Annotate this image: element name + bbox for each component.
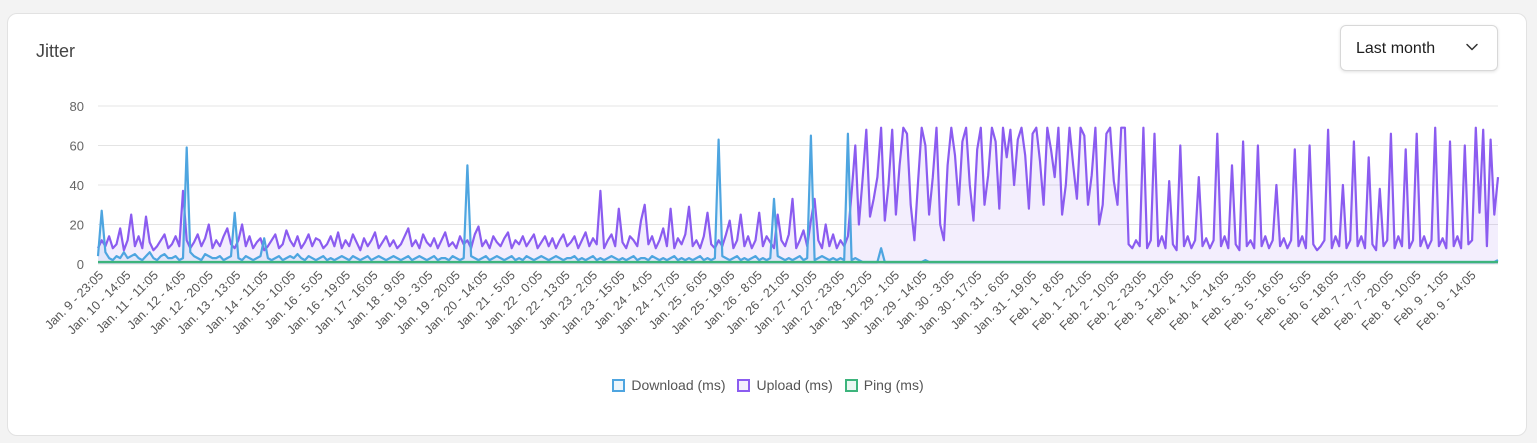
chevron-down-icon [1466, 43, 1478, 51]
y-tick-label: 80 [70, 99, 84, 114]
jitter-card: Jitter Last month 0 20 40 60 80 Jan. 9 - 23:0… [7, 13, 1527, 436]
legend-label: Upload (ms) [756, 377, 833, 393]
y-tick-label: 40 [70, 178, 84, 193]
y-tick-label: 20 [70, 218, 84, 233]
y-tick-label: 60 [70, 139, 84, 154]
time-range-select[interactable]: Last month [1340, 25, 1498, 71]
legend-swatch [844, 378, 858, 392]
legend-item[interactable]: Ping (ms) [844, 377, 924, 393]
time-range-value: Last month [1356, 40, 1436, 57]
legend-swatch [737, 378, 751, 392]
legend-item[interactable]: Upload (ms) [737, 377, 833, 393]
y-tick-label: 0 [77, 257, 84, 272]
legend-label: Ping (ms) [863, 377, 924, 393]
legend-swatch [612, 378, 626, 392]
legend-item[interactable]: Download (ms) [612, 377, 725, 393]
chart-legend: Download (ms) Upload (ms) Ping (ms) [8, 377, 1528, 393]
legend-label: Download (ms) [631, 377, 726, 393]
card-title: Jitter [36, 41, 76, 61]
series-line-upload [97, 126, 1500, 252]
